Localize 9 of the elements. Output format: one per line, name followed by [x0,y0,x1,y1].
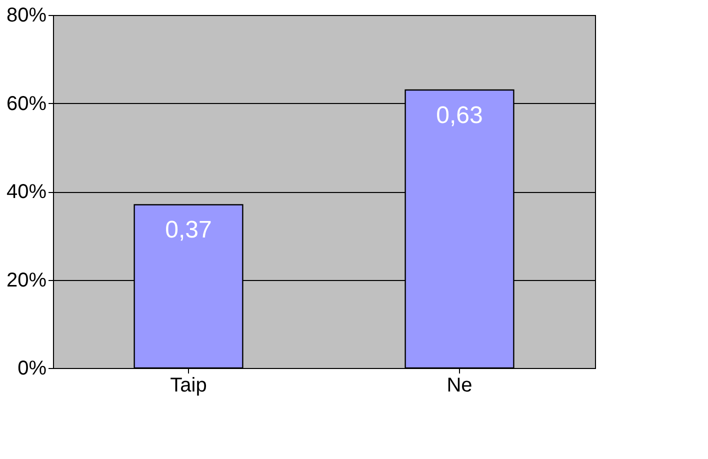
y-tick-label: 0% [18,358,47,380]
data-label: 0,37 [165,216,212,244]
y-tick-label: 60% [6,92,47,115]
x-tick-label: Taip [170,374,207,396]
y-tick-label: 20% [6,269,47,292]
data-label: 0,63 [436,102,483,130]
y-tick-label: 40% [6,181,47,203]
x-tick-label: Ne [446,374,472,396]
y-tick-label: 80% [6,4,47,26]
